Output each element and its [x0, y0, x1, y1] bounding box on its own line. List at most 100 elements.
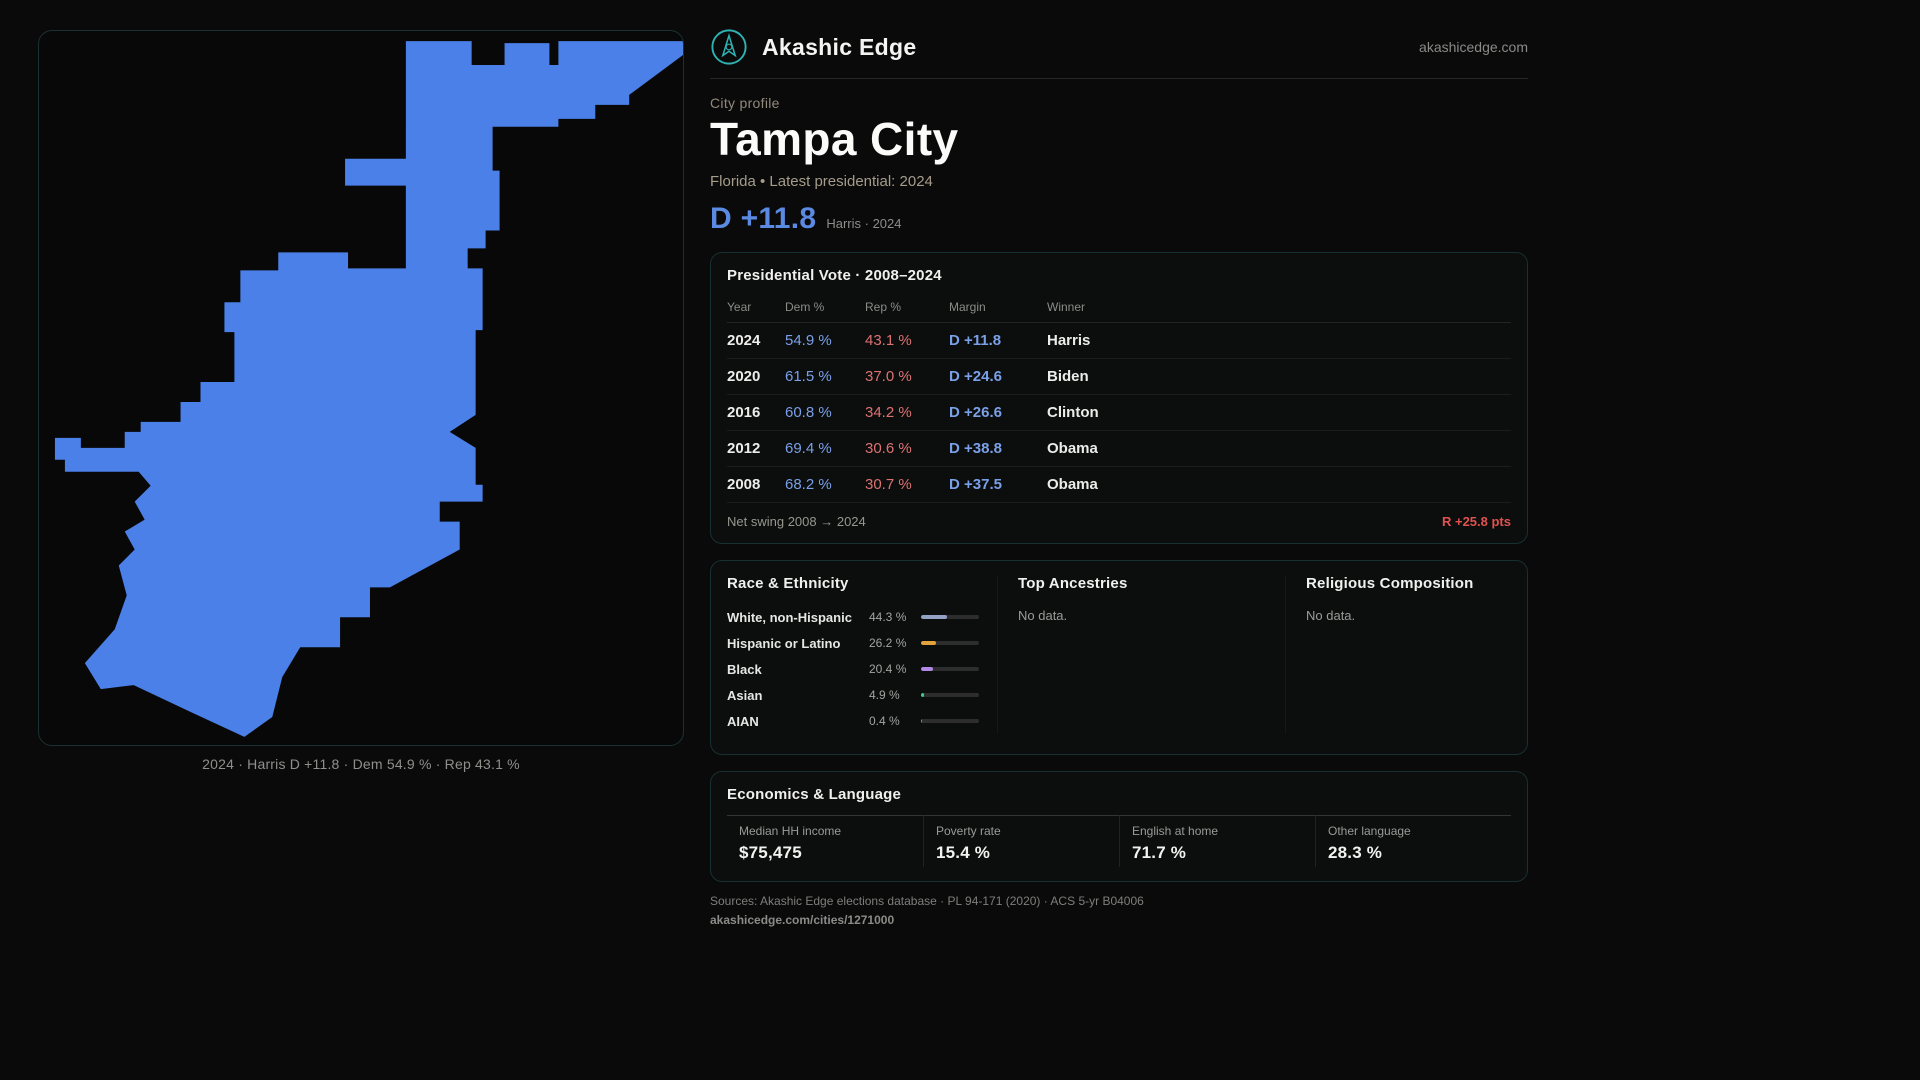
cell-rep: 30.7 %: [865, 476, 912, 494]
sources-footer: Sources: Akashic Edge elections database…: [710, 892, 1528, 929]
race-label: Black: [727, 661, 762, 677]
headline-context: Harris · 2024: [826, 216, 902, 232]
race-bar-track: [921, 719, 979, 724]
site-link[interactable]: akashicedge.com: [1419, 39, 1528, 55]
net-swing-value: R +25.8 pts: [1441, 514, 1511, 530]
stat-label: Other language: [1328, 824, 1411, 839]
cell-rep: 37.0 %: [865, 368, 912, 386]
stat-label: Median HH income: [739, 824, 842, 839]
race-value: 20.4 %: [869, 662, 907, 677]
table-row: 2008 68.2 % 30.7 % D +37.5 Obama: [727, 467, 1511, 504]
race-label: Hispanic or Latino: [727, 635, 841, 651]
top-ancestries-empty: No data.: [1018, 608, 1068, 624]
cell-margin: D +24.6: [949, 368, 1002, 386]
headline-block: D +11.8 Harris · 2024: [710, 202, 1528, 236]
net-swing-row: Net swing 2008 → 2024 R +25.8 pts: [727, 503, 1511, 529]
map-caption: 2024 · Harris D +11.8 · Dem 54.9 % · Rep…: [202, 756, 520, 772]
top-ancestries-section: Top Ancestries No data.: [997, 575, 1267, 735]
stat-label: English at home: [1132, 824, 1219, 839]
table-row: 2020 61.5 % 37.0 % D +24.6 Biden: [727, 359, 1511, 396]
economics-card: Economics & Language Median HH income $7…: [710, 771, 1528, 883]
headline-margin: D +11.8: [710, 202, 817, 236]
cell-winner: Obama: [1047, 440, 1098, 458]
cell-dem: 54.9 %: [785, 332, 832, 350]
cell-margin: D +38.8: [949, 440, 1002, 458]
column-header-margin: Margin: [949, 300, 986, 315]
column-header-year: Year: [727, 300, 752, 315]
race-row: AIAN 0.4 %: [727, 708, 979, 734]
table-row: 2016 60.8 % 34.2 % D +26.6 Clinton: [727, 395, 1511, 432]
cell-dem: 68.2 %: [785, 476, 832, 494]
sources-note: Sources: Akashic Edge elections database…: [710, 894, 1144, 909]
stat-cell: Median HH income $75,475: [727, 815, 923, 867]
cell-year: 2016: [727, 404, 761, 422]
race-label: White, non-Hispanic: [727, 609, 852, 625]
race-value: 0.4 %: [869, 714, 900, 729]
race-bar-fill: [921, 641, 937, 646]
map-panel: [38, 30, 684, 746]
header-divider: [710, 78, 1528, 79]
stat-cell: Poverty rate 15.4 %: [923, 815, 1119, 868]
cell-year: 2024: [727, 332, 761, 350]
race-row: Black 20.4 %: [727, 656, 979, 682]
table-header-row: Year Dem % Rep % Margin Winner: [727, 294, 1511, 324]
race-row: White, non-Hispanic 44.3 %: [727, 604, 979, 630]
stat-value: 15.4 %: [936, 843, 991, 863]
cell-winner: Harris: [1047, 332, 1091, 350]
top-ancestries-title: Top Ancestries: [1018, 575, 1128, 593]
stat-cell: English at home 71.7 %: [1119, 815, 1315, 868]
race-bar-track: [921, 693, 979, 698]
cell-rep: 43.1 %: [865, 332, 912, 350]
religious-composition-title: Religious Composition: [1306, 575, 1474, 593]
presidential-vote-table: Year Dem % Rep % Margin Winner 2024 54.9…: [727, 294, 1511, 529]
city-boundary-map: [54, 41, 683, 737]
race-row: Asian 4.9 %: [727, 682, 979, 708]
cell-year: 2008: [727, 476, 761, 494]
race-bar-track: [921, 641, 979, 646]
cell-year: 2012: [727, 440, 761, 458]
race-bar-track: [921, 667, 979, 672]
race-value: 26.2 %: [869, 636, 907, 651]
race-label: Asian: [727, 687, 763, 703]
religious-composition-empty: No data.: [1306, 608, 1356, 624]
race-label: AIAN: [727, 713, 759, 729]
cell-dem: 69.4 %: [785, 440, 832, 458]
stat-value: $75,475: [739, 843, 802, 863]
race-bar-fill: [921, 667, 933, 672]
column-header-rep: Rep %: [865, 300, 902, 315]
column-header-dem: Dem %: [785, 300, 825, 315]
religious-composition-section: Religious Composition No data.: [1285, 575, 1511, 735]
page-kicker: City profile: [710, 95, 780, 111]
demographics-card: Race & Ethnicity White, non-Hispanic 44.…: [710, 560, 1528, 756]
race-list: White, non-Hispanic 44.3 % Hispanic or L…: [727, 604, 979, 734]
cell-year: 2020: [727, 368, 761, 386]
cell-winner: Obama: [1047, 476, 1098, 494]
economics-stats: Median HH income $75,475 Poverty rate 15…: [727, 815, 1511, 868]
akashic-edge-logo-icon: [711, 29, 747, 65]
race-value: 44.3 %: [869, 610, 907, 625]
stat-label: Poverty rate: [936, 824, 1001, 839]
cell-margin: D +26.6: [949, 404, 1002, 422]
city-shape: [54, 41, 683, 737]
race-value: 4.9 %: [869, 688, 900, 703]
page-subtitle: Florida • Latest presidential: 2024: [710, 173, 933, 191]
cell-margin: D +37.5: [949, 476, 1002, 494]
app-header: Akashic Edge akashicedge.com: [710, 26, 1528, 68]
page-title: Tampa City: [710, 113, 959, 165]
race-bar-fill: [921, 719, 922, 724]
race-ethnicity-title: Race & Ethnicity: [727, 575, 849, 593]
presidential-vote-card: Presidential Vote · 2008–2024 Year Dem %…: [710, 252, 1528, 545]
cell-dem: 61.5 %: [785, 368, 832, 386]
cell-dem: 60.8 %: [785, 404, 832, 422]
race-ethnicity-section: Race & Ethnicity White, non-Hispanic 44.…: [727, 575, 979, 734]
app-name: Akashic Edge: [762, 33, 917, 60]
race-bar-fill: [921, 693, 924, 698]
presidential-vote-title: Presidential Vote · 2008–2024: [727, 267, 942, 285]
permalink[interactable]: akashicedge.com/cities/1271000: [710, 912, 895, 927]
column-header-winner: Winner: [1047, 300, 1086, 315]
race-bar-fill: [921, 615, 947, 620]
table-row: 2012 69.4 % 30.6 % D +38.8 Obama: [727, 431, 1511, 468]
stat-cell: Other language 28.3 %: [1315, 815, 1511, 868]
economics-title: Economics & Language: [727, 786, 902, 804]
cell-winner: Biden: [1047, 368, 1089, 386]
